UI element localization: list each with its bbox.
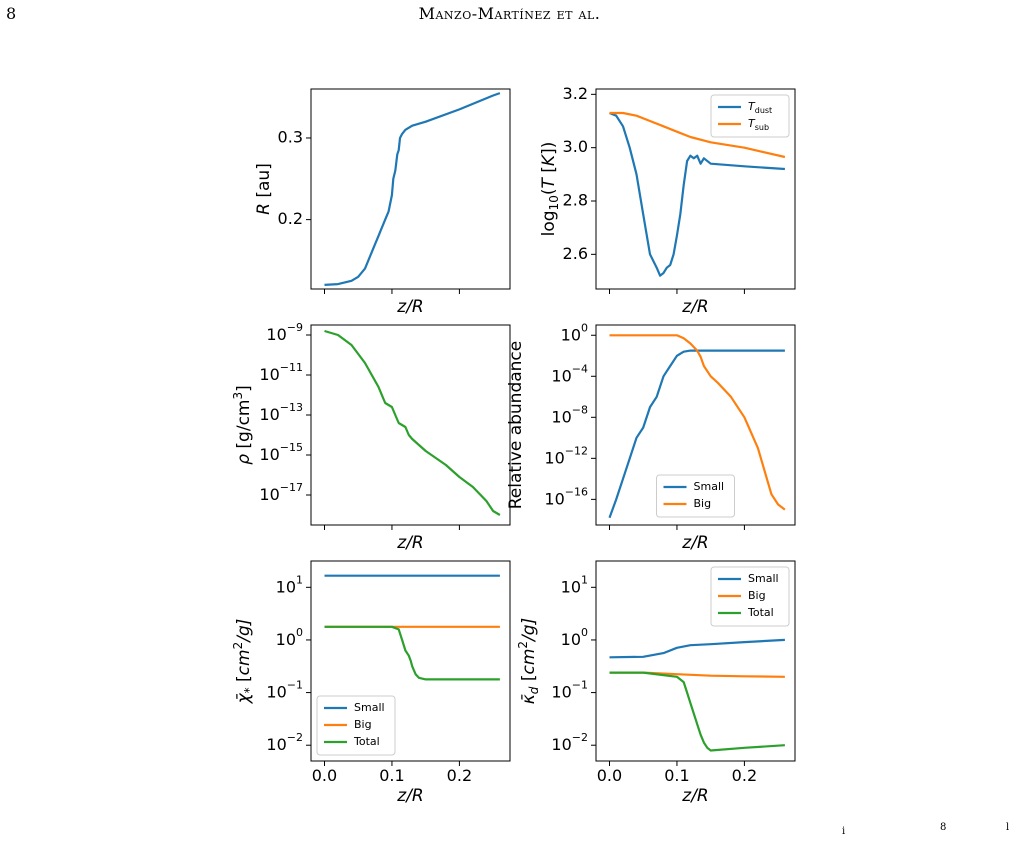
legend-label: Big: [694, 497, 712, 510]
legend-box: [656, 474, 735, 518]
axes-frame: [595, 324, 796, 526]
footer-fragment: i: [842, 826, 846, 837]
legend-box: [710, 566, 790, 627]
y-axis-label: κ̄d [cm2/g]: [516, 618, 541, 704]
axes-frame: [595, 560, 796, 762]
y-tick-label: 10−11: [259, 361, 303, 384]
legend: Small Big Total: [710, 566, 790, 627]
y-tick-label: 10−15: [259, 441, 303, 464]
series-line-rho: [324, 329, 501, 516]
chart-panel-rho: z/R 10−9 10−11 10−13 10−15 10−17ρ [g/cm3]: [231, 321, 511, 553]
y-tick-label: 10−2: [551, 731, 588, 754]
y-axis-label: χ̄* [cm2/g]: [231, 619, 256, 705]
legend: Small Big: [656, 474, 735, 518]
series-line-t-dust: [609, 111, 785, 277]
x-axis-label: z/R: [681, 297, 708, 317]
legend-label: Tsub: [748, 117, 769, 132]
y-tick-label: 10−17: [259, 481, 303, 504]
y-tick-label: 10−4: [551, 362, 588, 385]
running-head: Manzo-Martínez et al.: [418, 4, 601, 23]
chart-panel-abundance: z/R 100 10−4 10−8 10−12 10−16 Relative abundan…: [506, 321, 796, 553]
x-tick-label: 0.2: [732, 766, 757, 785]
y-tick-label: 101: [561, 573, 588, 596]
y-tick-label: 100: [276, 626, 303, 649]
series-line-small: [609, 638, 785, 659]
series-line-t-sub: [609, 111, 786, 159]
footer-fragment: l: [1006, 822, 1010, 833]
y-axis-label: ρ [g/cm3]: [231, 385, 254, 465]
legend-box: [316, 695, 396, 756]
y-tick-label: 3.0: [563, 137, 588, 156]
y-tick-label: 2.8: [563, 191, 588, 210]
x-axis-label: z/R: [396, 786, 423, 806]
y-tick-label: 10−8: [551, 403, 588, 426]
y-tick-label: 0.3: [278, 127, 303, 146]
y-tick-label: 100: [561, 626, 588, 649]
y-tick-label: 10−12: [544, 444, 588, 467]
y-tick-label: 100: [561, 321, 588, 344]
series-line-total: [324, 625, 500, 681]
series-line-big: [609, 334, 786, 511]
legend-box: [710, 94, 790, 138]
legend: Small Big Total: [316, 695, 396, 756]
x-axis-label: z/R: [681, 786, 708, 806]
y-tick-label: 0.2: [278, 209, 303, 228]
legend-label: Total: [353, 735, 380, 748]
y-tick-label: 3.2: [563, 84, 588, 103]
y-axis-label: Relative abundance: [506, 341, 526, 510]
axes-frame: [595, 88, 796, 290]
axes-frame: [310, 88, 511, 290]
legend-label: Big: [748, 589, 766, 602]
x-tick-label: 0.1: [379, 766, 404, 785]
chart-panel-T: z/R 2.6 2.8 3.0 3.2 log10(T [K]) Tdust Tsub: [539, 84, 796, 317]
chart-panel-R: z/R 0.2 0.3R [au]: [254, 88, 511, 317]
y-tick-label: 101: [276, 573, 303, 596]
legend-label: Small: [354, 701, 385, 714]
chart-panel-chi: 0.0 0.1 0.2 z/R 101 100 10−1 10−2 χ̄* [cm2/g] Sma…: [231, 560, 511, 806]
series-line-R: [324, 92, 501, 286]
footer-fragment: 8: [940, 822, 947, 833]
x-axis-label: z/R: [681, 533, 708, 553]
legend: Tdust Tsub: [710, 94, 790, 138]
y-tick-label: 10−1: [551, 679, 588, 702]
axes-frame: [310, 560, 511, 762]
legend-label: Big: [354, 718, 372, 731]
legend-label: Total: [747, 606, 774, 619]
y-tick-label: 10−16: [544, 485, 588, 508]
axes-frame: [310, 324, 511, 526]
series-line-small: [608, 349, 785, 519]
series-line-total: [609, 671, 785, 752]
page-number: 8: [6, 4, 17, 23]
x-tick-label: 0.0: [312, 766, 337, 785]
x-tick-label: 0.1: [664, 766, 689, 785]
x-axis-label: z/R: [396, 533, 423, 553]
y-tick-label: 10−13: [259, 401, 303, 424]
legend-label: Tdust: [748, 100, 772, 115]
y-axis-label: log10(T [K]): [539, 142, 561, 237]
chart-panel-kappa: 0.0 0.1 0.2 z/R 101 100 10−1 10−2 κ̄d [cm2/g] Sma…: [516, 560, 796, 806]
x-axis-label: z/R: [396, 297, 423, 317]
y-tick-label: 10−9: [266, 321, 303, 344]
y-axis-label: R [au]: [254, 163, 274, 215]
x-tick-label: 0.2: [447, 766, 472, 785]
y-tick-label: 10−2: [266, 731, 303, 754]
y-tick-label: 2.6: [563, 244, 588, 263]
legend-label: Small: [694, 480, 725, 493]
y-tick-label: 10−1: [266, 679, 303, 702]
legend-label: Small: [748, 572, 779, 585]
x-tick-label: 0.0: [597, 766, 622, 785]
